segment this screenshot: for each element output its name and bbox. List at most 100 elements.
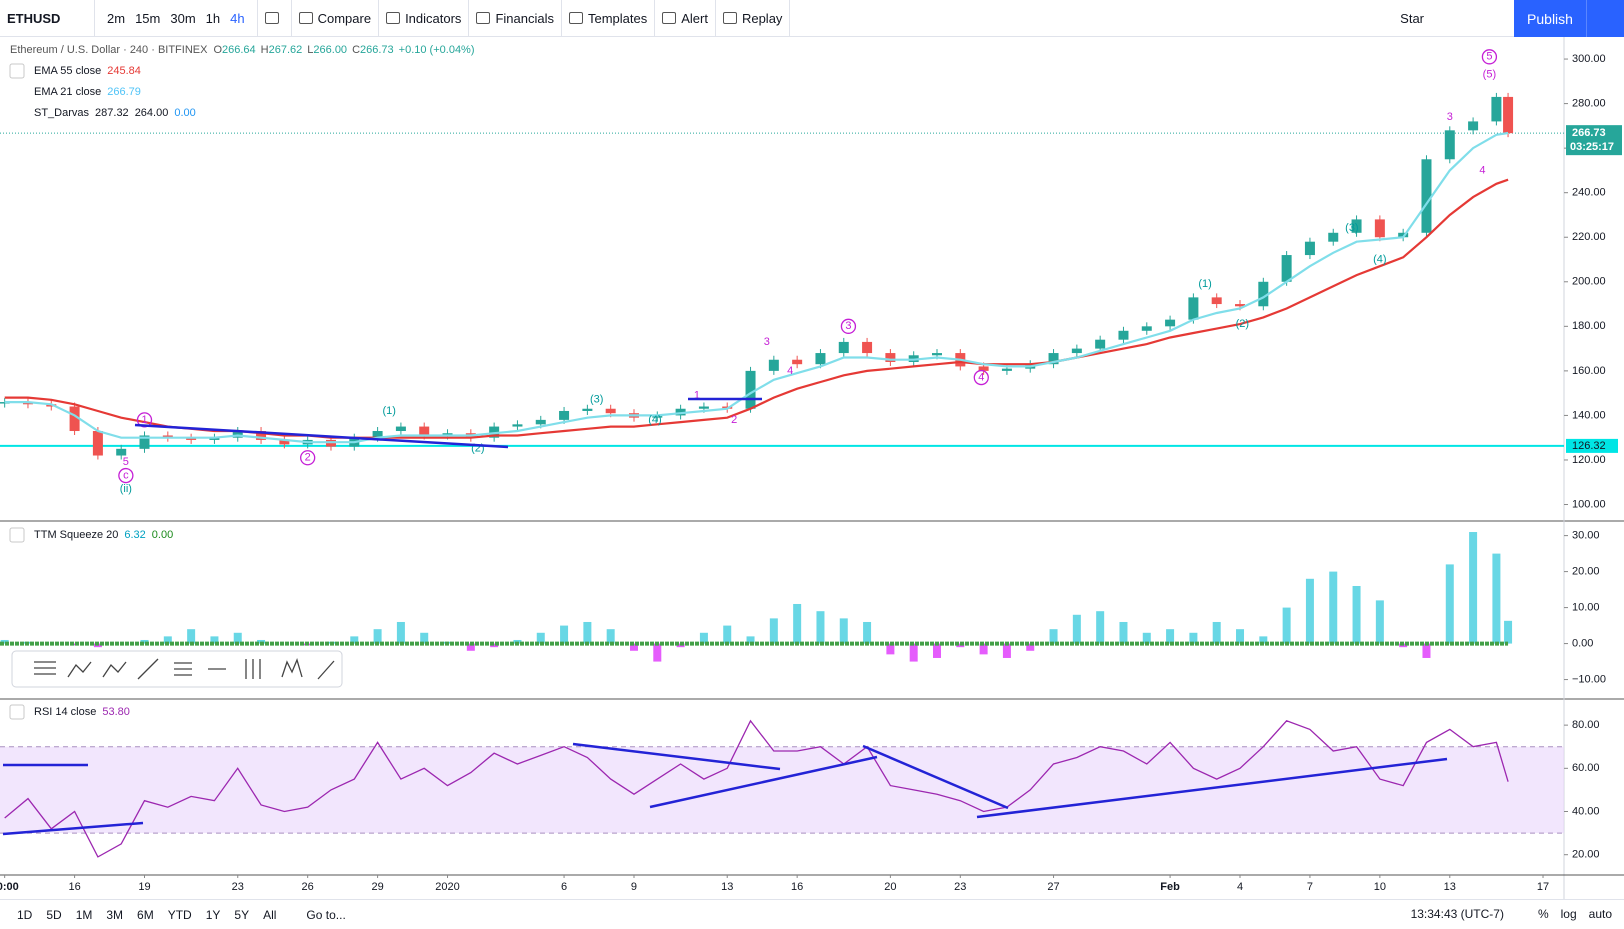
toolbar-button[interactable]: Indicators [379, 0, 470, 37]
histogram-bar [769, 618, 778, 644]
candle-body [978, 366, 989, 371]
tool-icon[interactable] [317, 660, 335, 680]
button-label[interactable]: Alert [681, 10, 708, 26]
interval[interactable]: 1h [205, 10, 221, 26]
button-label[interactable]: Compare [317, 10, 372, 26]
y-tick-label: −10.00 [1572, 673, 1606, 685]
scale-button[interactable]: log [1560, 907, 1577, 921]
candle-body [139, 435, 150, 449]
legend-toggle [9, 63, 25, 79]
tool-icon[interactable] [174, 662, 192, 676]
tool-icon[interactable] [34, 661, 56, 675]
tool-icon[interactable] [281, 658, 303, 678]
candle-body [1141, 326, 1152, 331]
hline-label: 126.32 [1572, 440, 1606, 452]
range[interactable]: 5Y [234, 907, 250, 922]
button-label[interactable]: Templates [587, 10, 648, 26]
axis-area [1564, 37, 1624, 899]
x-tick-label: 6 [561, 881, 567, 893]
button-label[interactable]: Indicators [405, 10, 462, 26]
tool-icon[interactable] [67, 661, 92, 678]
range[interactable]: 5D [46, 907, 62, 922]
x-tick-label: 13 [721, 881, 733, 893]
histogram-bar [653, 643, 662, 662]
interval[interactable]: 4h [230, 10, 245, 26]
annotation-circle [840, 318, 857, 334]
annotation-circle [118, 467, 134, 484]
indicator-value: 266.79 [107, 86, 141, 98]
histogram-bar [723, 625, 732, 644]
background [1564, 37, 1624, 899]
range[interactable]: 1D [17, 907, 33, 922]
x-tick-label: 4 [1237, 881, 1243, 893]
trend-line [2, 821, 144, 836]
x-tick-label: 17 [1537, 881, 1549, 893]
toolbar-button[interactable]: Compare [292, 0, 380, 37]
range[interactable]: 6M [137, 907, 154, 922]
layout-menu[interactable]: Star [1386, 0, 1424, 37]
histogram-bar [233, 632, 242, 644]
histogram-bar [1026, 643, 1035, 651]
range[interactable]: 1M [75, 907, 93, 922]
annotation: c [123, 469, 129, 481]
annotation-circle [300, 450, 316, 466]
range[interactable]: All [263, 907, 277, 922]
play-button[interactable] [1586, 0, 1624, 37]
candle-body [1444, 130, 1455, 160]
y-tick-label: 30.00 [1572, 530, 1600, 542]
candle-body [1421, 159, 1432, 233]
histogram-bar [839, 618, 848, 644]
scale-button[interactable]: % [1537, 907, 1549, 921]
indicator-value: 287.32 [95, 107, 129, 119]
tool-icon[interactable] [245, 659, 261, 679]
chart-type[interactable] [258, 0, 292, 37]
button-label[interactable]: Financials [495, 10, 554, 26]
x-tick-label: 10 [1374, 881, 1386, 893]
annotation: 3 [845, 320, 851, 332]
layout-name[interactable]: Star [1400, 11, 1424, 26]
x-tick-label: 20 [884, 881, 896, 893]
candle-body [209, 437, 220, 440]
publish-button[interactable]: Publish [1514, 0, 1586, 37]
tool-icon[interactable] [102, 661, 127, 678]
y-tick-label: 240.00 [1572, 187, 1606, 199]
ohlc-value: 266.73 [360, 44, 394, 56]
scale-button[interactable]: auto [1588, 907, 1612, 921]
goto[interactable]: Go to... [306, 907, 346, 922]
candle-body [1351, 219, 1362, 233]
toolbar-button[interactable]: Templates [562, 0, 656, 37]
histogram-bar [187, 629, 196, 644]
interval[interactable]: 2m [107, 10, 126, 26]
ohlc-key: O [213, 44, 222, 56]
candle-body [232, 431, 243, 438]
toolbar-button[interactable]: Financials [469, 0, 562, 37]
histogram-bar [1469, 532, 1478, 644]
range[interactable]: 1Y [205, 907, 221, 922]
annotation-circle [1481, 49, 1498, 65]
candle-body [256, 431, 267, 440]
x-tick-label: 7 [1307, 881, 1313, 893]
indicator-value: 6.32 [124, 529, 145, 541]
tool-icon[interactable] [137, 658, 159, 680]
ohlc-key: H [261, 44, 269, 56]
range[interactable]: 3M [106, 907, 124, 922]
interval[interactable]: 15m [135, 10, 161, 26]
annotation: (4) [1373, 253, 1386, 265]
symbol[interactable]: ETHUSD [0, 0, 95, 37]
y-tick-label: 20.00 [1572, 849, 1600, 861]
candle-body [1048, 353, 1059, 365]
ohlc-value: 266.64 [222, 44, 256, 56]
candle-body [1071, 348, 1082, 354]
y-tick-label: 200.00 [1572, 276, 1606, 288]
y-tick-label: 80.00 [1572, 719, 1600, 731]
toolbar-button[interactable]: Alert [655, 0, 716, 37]
interval[interactable]: 30m [170, 10, 196, 26]
indicator-value: 245.84 [107, 65, 141, 77]
button-label[interactable]: Replay [741, 10, 783, 26]
toolbar-button[interactable]: Replay [716, 0, 791, 37]
y-tick-label: 120.00 [1572, 454, 1606, 466]
ohlc-key: L [307, 44, 313, 56]
annotation: 1 [141, 414, 147, 426]
range[interactable]: YTD [167, 907, 192, 922]
candle-body [419, 426, 430, 436]
